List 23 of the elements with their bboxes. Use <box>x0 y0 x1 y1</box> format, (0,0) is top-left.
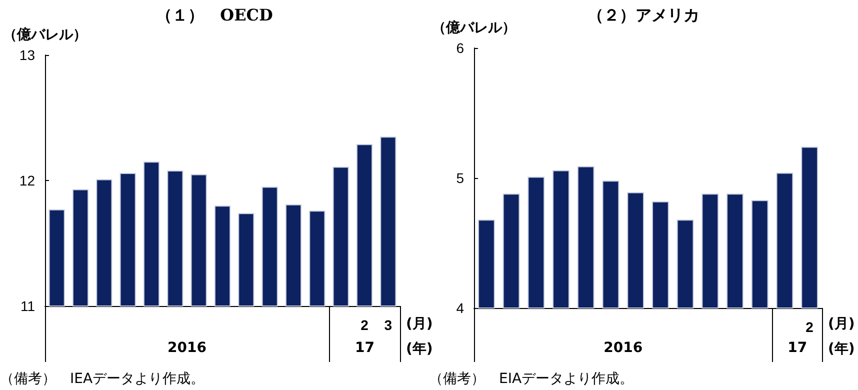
y-tick-label: 11 <box>20 298 36 314</box>
y-tick-label: 5 <box>456 170 464 186</box>
text: 17 <box>788 340 808 356</box>
y-tick-label: 12 <box>19 172 36 188</box>
y-tick-label: 6 <box>456 40 464 56</box>
text: 2016 <box>168 340 206 356</box>
y-axis-title: （億バレル） <box>3 26 87 42</box>
text: 17 <box>355 340 374 356</box>
x-tick-label: 2 <box>360 317 369 333</box>
y-axis-title: （億バレル） <box>432 19 516 35</box>
chart-title: （２）アメリカ <box>588 6 700 24</box>
text: 2016 <box>604 340 643 356</box>
text: （備考） IEAデータより作成。 <box>0 370 205 388</box>
y-tick-label: 13 <box>19 47 36 63</box>
chart-title: （１） OECD <box>156 6 273 24</box>
text: (月) <box>828 315 855 333</box>
x-tick-label: 2 <box>806 319 814 335</box>
text: (年) <box>828 340 855 358</box>
text: （備考） EIAデータより作成。 <box>429 370 634 388</box>
text: (月) <box>406 315 433 333</box>
text: (年) <box>406 340 433 358</box>
x-tick-label: 3 <box>384 317 392 333</box>
y-tick-label: 4 <box>456 300 464 316</box>
